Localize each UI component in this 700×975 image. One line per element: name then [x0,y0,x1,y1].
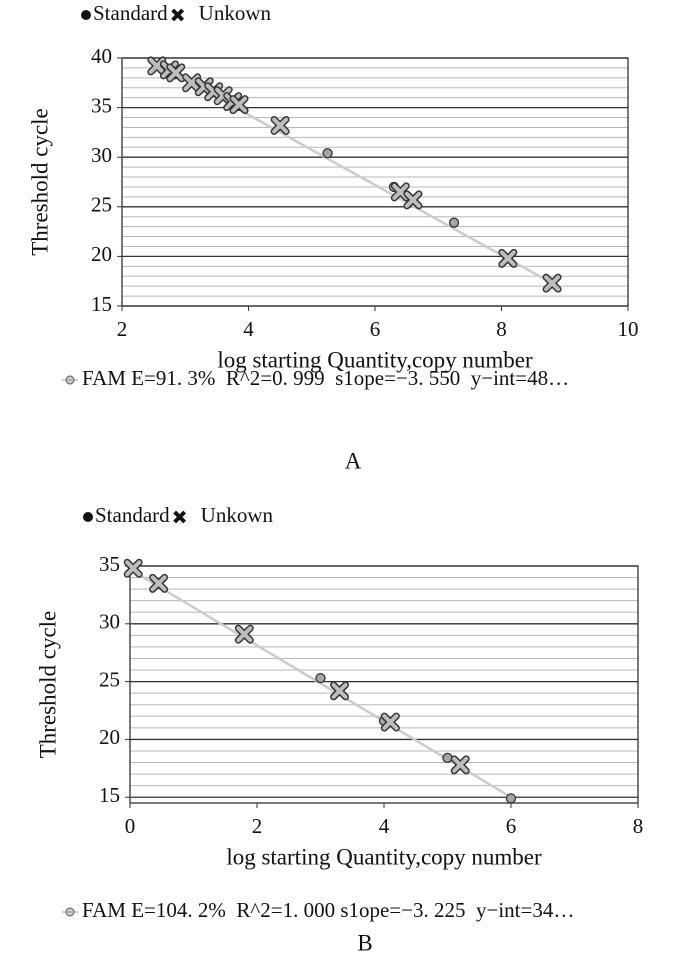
x-stroke [544,275,561,292]
x-axis-label: log starting Quantity,copy number [226,844,542,869]
x-tick-label: 6 [506,814,517,838]
unknown-point [403,190,423,210]
plot-frame [121,57,629,307]
standard-point [315,672,326,684]
y-tick-label: 35 [91,93,112,117]
x-stroke [236,626,253,643]
x-tick-label: 8 [496,317,507,341]
standard-point [448,217,460,228]
x-tick-label: 2 [117,317,128,341]
y-axis-label: Threshold cycle [35,611,60,759]
y-axis-label: Threshold cycle [27,108,52,256]
x-stroke [331,682,348,699]
x-tick-label: 10 [618,317,639,341]
y-tick-label: 35 [99,552,120,576]
y-tick-label: 15 [91,292,112,316]
plot-frame [129,565,639,804]
x-stroke [272,117,289,134]
standard-point [505,793,517,804]
x-tick-label: 4 [243,317,254,341]
x-stroke [452,756,469,773]
standard-point [322,148,333,159]
legend-label: Unkown [199,1,272,25]
x-stroke [125,560,142,577]
y-tick-label: 40 [91,44,112,68]
y-tick-label: 25 [99,667,120,691]
x-stroke [150,575,167,592]
y-tick-label: 25 [91,193,112,217]
legend-label: Unkown [201,503,274,527]
caption: B [357,930,372,955]
x-tick-label: 0 [125,814,136,838]
legend-label: Standard [95,503,170,527]
unknown-point [380,712,400,732]
legend-label: Standard [93,1,168,25]
unknown-point [542,273,562,293]
legend-icon [81,10,91,20]
unknown-point [234,624,254,644]
x-stroke [404,191,421,208]
unknown-point [149,573,169,593]
y-tick-label: 15 [99,783,120,807]
x-stroke [382,714,399,731]
standard-point [442,752,453,764]
x-tick-label: 6 [370,317,381,341]
unknown-point [166,63,186,83]
unknown-point [270,115,290,135]
x-stroke [392,183,409,200]
y-tick-label: 20 [91,242,112,266]
caption: A [345,448,362,473]
x-tick-label: 8 [633,814,644,838]
x-stroke [167,64,184,81]
unknown-point [229,95,249,115]
x-stroke [231,96,248,113]
legend-icon [173,510,187,524]
x-tick-label: 2 [252,814,263,838]
y-tick-label: 20 [99,725,120,749]
legend-icon-stroke [171,8,185,22]
y-tick-label: 30 [91,143,112,167]
unknown-point [330,681,350,701]
legend-icon-stroke [173,510,187,524]
legend-label: FAM E=104. 2% R^2=1. 000 s1ope=−3. 225 y… [82,898,574,922]
legend-icon [83,512,93,522]
y-tick-label: 30 [99,610,120,634]
x-stroke [499,250,516,267]
unknown-point [123,558,143,578]
unknown-point [498,248,518,268]
legend-label: FAM E=91. 3% R^2=0. 999 s1ope=−3. 550 y−… [82,366,569,390]
x-axis-label: log starting Quantity,copy number [217,347,533,372]
x-tick-label: 4 [379,814,390,838]
unknown-point [450,755,470,775]
legend-icon [171,8,185,22]
